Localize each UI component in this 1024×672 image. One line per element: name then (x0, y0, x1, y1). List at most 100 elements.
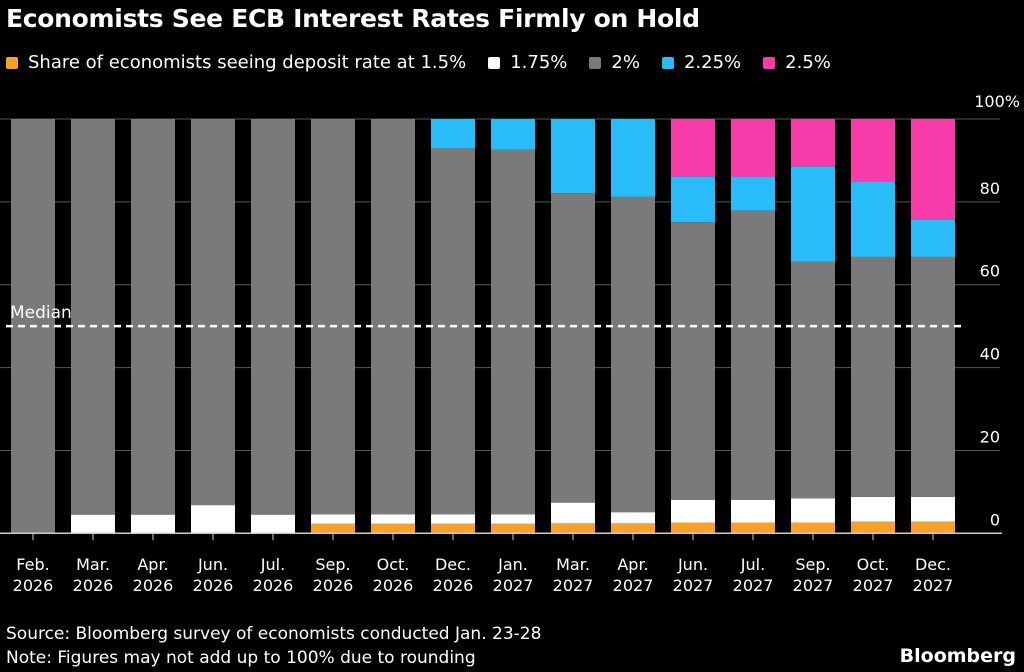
bloomberg-logo: Bloomberg (899, 645, 1016, 667)
legend-item: 2% (589, 52, 640, 73)
bar-segment (251, 514, 295, 534)
bar-segment (851, 181, 895, 257)
bar-segment (311, 119, 355, 515)
bar-segment (731, 119, 775, 178)
bar-segment (551, 523, 595, 534)
bar-segment (791, 166, 835, 262)
x-tick-label-year: 2027 (793, 576, 834, 595)
bar-segment (611, 196, 655, 513)
bar-segment (491, 514, 535, 524)
bar-segment (791, 498, 835, 523)
y-tick-label: 20 (980, 427, 1000, 446)
x-tick-label-month: Apr. (137, 555, 168, 574)
bar-segment (131, 514, 175, 534)
bar-segment (371, 523, 415, 534)
legend-label: 2.25% (683, 52, 742, 73)
bar-segment (791, 119, 835, 167)
bar-segment (671, 119, 715, 177)
x-tick-label-month: Mar. (556, 555, 590, 574)
bar-segment (311, 523, 355, 534)
x-tick-label-month: Sep. (315, 555, 350, 574)
x-tick-label-month: Jun. (197, 555, 228, 574)
x-tick-label-year: 2026 (433, 576, 474, 595)
x-tick-label-year: 2027 (733, 576, 774, 595)
bar-segment (71, 514, 115, 534)
legend-swatch (589, 56, 602, 69)
legend-item: Share of economists seeing deposit rate … (6, 52, 466, 73)
legend: Share of economists seeing deposit rate … (6, 52, 853, 73)
x-tick-label-year: 2027 (913, 576, 954, 595)
bar-segment (911, 219, 955, 257)
legend-swatch (488, 56, 501, 69)
bar-segment (731, 177, 775, 211)
x-tick-label-month: Jul. (740, 555, 765, 574)
legend-label: 1.75% (510, 52, 568, 73)
bar-segment (731, 522, 775, 534)
bar-segment (671, 176, 715, 223)
bar-segment (491, 523, 535, 534)
x-tick-label-month: Oct. (857, 555, 890, 574)
x-tick-label-year: 2027 (853, 576, 894, 595)
bar-segment (371, 119, 415, 515)
bar-segment (791, 261, 835, 499)
y-tick-label: 40 (980, 345, 1000, 364)
legend-label: 2% (611, 52, 640, 73)
x-tick-label-month: Apr. (617, 555, 648, 574)
bar-segment (671, 522, 715, 534)
x-tick-label-year: 2026 (253, 576, 294, 595)
rounding-note: Note: Figures may not add up to 100% due… (6, 648, 476, 668)
median-label: Median (10, 303, 72, 323)
x-tick-label-month: Mar. (76, 555, 110, 574)
legend-swatch (763, 56, 776, 69)
bar-segment (551, 119, 595, 194)
bar-segment (251, 119, 295, 515)
bar-segment (71, 119, 115, 515)
bar-segment (491, 149, 535, 515)
bar-segment (431, 523, 475, 534)
x-tick-label-year: 2027 (613, 576, 654, 595)
bar-segment (911, 496, 955, 522)
x-tick-label-year: 2026 (373, 576, 414, 595)
bar-segment (371, 514, 415, 524)
legend-item: 1.75% (488, 52, 567, 73)
stacked-bar-chart: 0 20 40 60 80 100% Feb. 2026 Mar. 2026 Apr. 2026 Jun… (0, 92, 1020, 595)
bar-segment (191, 505, 235, 534)
bar-segment (911, 256, 955, 497)
y-tick-label: 60 (980, 262, 1000, 281)
y-tick-label: 0 (990, 510, 1000, 529)
bar-segment (851, 256, 895, 497)
bar-segment (911, 119, 955, 220)
bar-segment (551, 193, 595, 503)
y-tick-label: 80 (980, 179, 1000, 198)
legend-item: 2.25% (661, 52, 742, 73)
y-tick-label: 100% (974, 92, 1020, 111)
bar-segment (611, 523, 655, 534)
x-tick-label-year: 2026 (193, 576, 234, 595)
x-tick-label-month: Jul. (260, 555, 285, 574)
bar-segment (731, 210, 775, 500)
bar-segment (671, 222, 715, 500)
bar-segment (131, 119, 175, 515)
x-tick-label-month: Jan. (497, 555, 528, 574)
bar-segment (731, 499, 775, 523)
bar-segment (911, 521, 955, 534)
x-tick-label-month: Dec. (915, 555, 951, 574)
bar-segment (671, 499, 715, 523)
source-note: Source: Bloomberg survey of economists c… (6, 624, 542, 644)
x-tick-label-year: 2026 (13, 576, 54, 595)
bar-segment (851, 119, 895, 182)
x-tick-label-month: Sep. (795, 555, 830, 574)
bar-segment (611, 119, 655, 197)
chart-title: Economists See ECB Interest Rates Firmly… (6, 4, 700, 33)
bar-segment (431, 148, 475, 515)
x-tick-label-year: 2027 (553, 576, 594, 595)
bar-segment (851, 496, 895, 522)
bar-segment (551, 502, 595, 524)
bar-segment (311, 514, 355, 524)
legend-label: 2.5% (785, 52, 831, 73)
x-tick-label-year: 2027 (673, 576, 714, 595)
bar-segment (191, 119, 235, 506)
bar-segment (791, 522, 835, 534)
bar-segment (431, 514, 475, 524)
legend-swatch (661, 56, 674, 69)
